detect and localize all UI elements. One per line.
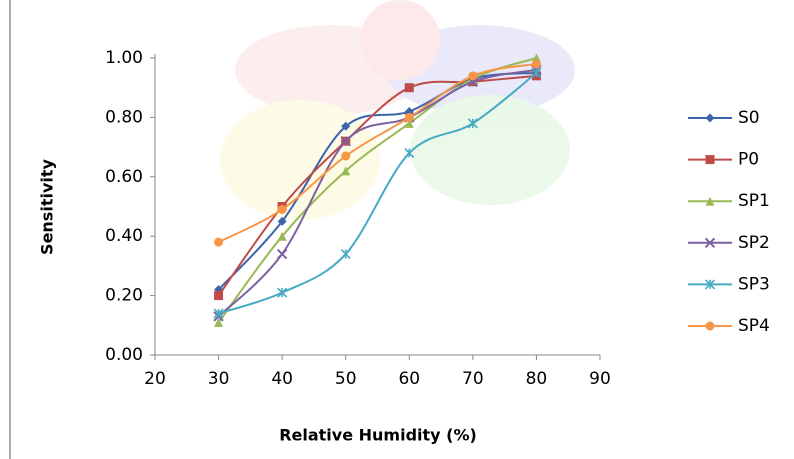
marker xyxy=(214,237,224,247)
marker xyxy=(277,231,287,241)
marker xyxy=(341,151,351,161)
legend-marker xyxy=(705,113,715,123)
x-axis-title: Relative Humidity (%) xyxy=(279,426,477,445)
y-tick-label: 1.00 xyxy=(105,48,143,68)
legend-label: SP3 xyxy=(738,274,770,294)
legend-marker xyxy=(705,196,715,206)
legend-label: S0 xyxy=(738,108,760,128)
marker xyxy=(277,287,288,298)
marker xyxy=(531,67,542,78)
legend-marker xyxy=(705,155,715,165)
x-tick-label: 30 xyxy=(208,369,230,389)
marker xyxy=(277,216,287,226)
x-tick-label: 40 xyxy=(271,369,293,389)
marker xyxy=(468,71,478,81)
marker xyxy=(277,204,287,214)
marker xyxy=(404,112,414,122)
marker xyxy=(340,248,351,260)
marker xyxy=(214,317,224,327)
legend-label: SP1 xyxy=(738,191,770,211)
legend-label: P0 xyxy=(738,150,759,170)
legend-marker xyxy=(705,321,715,331)
series-line xyxy=(218,62,537,244)
marker xyxy=(467,118,478,129)
y-tick-label: 0.80 xyxy=(105,107,143,127)
marker xyxy=(404,147,415,159)
marker xyxy=(276,248,288,260)
x-tick-label: 20 xyxy=(144,369,166,389)
x-tick-label: 90 xyxy=(589,369,611,389)
y-tick-label: 0.20 xyxy=(105,286,143,306)
marker xyxy=(340,135,351,147)
watermark xyxy=(220,0,575,220)
y-tick-label: 0.60 xyxy=(105,167,143,187)
legend-marker xyxy=(704,279,716,290)
x-tick-label: 70 xyxy=(462,369,484,389)
y-tick-label: 0.40 xyxy=(105,226,143,246)
marker xyxy=(404,118,414,128)
marker xyxy=(341,121,351,131)
x-tick-label: 80 xyxy=(526,369,548,389)
marker xyxy=(531,59,541,69)
legend-label: SP2 xyxy=(738,233,770,253)
x-tick-label: 60 xyxy=(398,369,420,389)
legend-label: SP4 xyxy=(738,316,770,336)
x-tick-label: 50 xyxy=(335,369,357,389)
y-axis-title: Sensitivity xyxy=(38,158,57,254)
marker xyxy=(213,308,224,319)
marker xyxy=(404,83,414,93)
marker xyxy=(214,291,224,301)
legend-marker xyxy=(704,237,716,249)
y-tick-label: 0.00 xyxy=(105,345,143,365)
marker xyxy=(341,166,351,176)
